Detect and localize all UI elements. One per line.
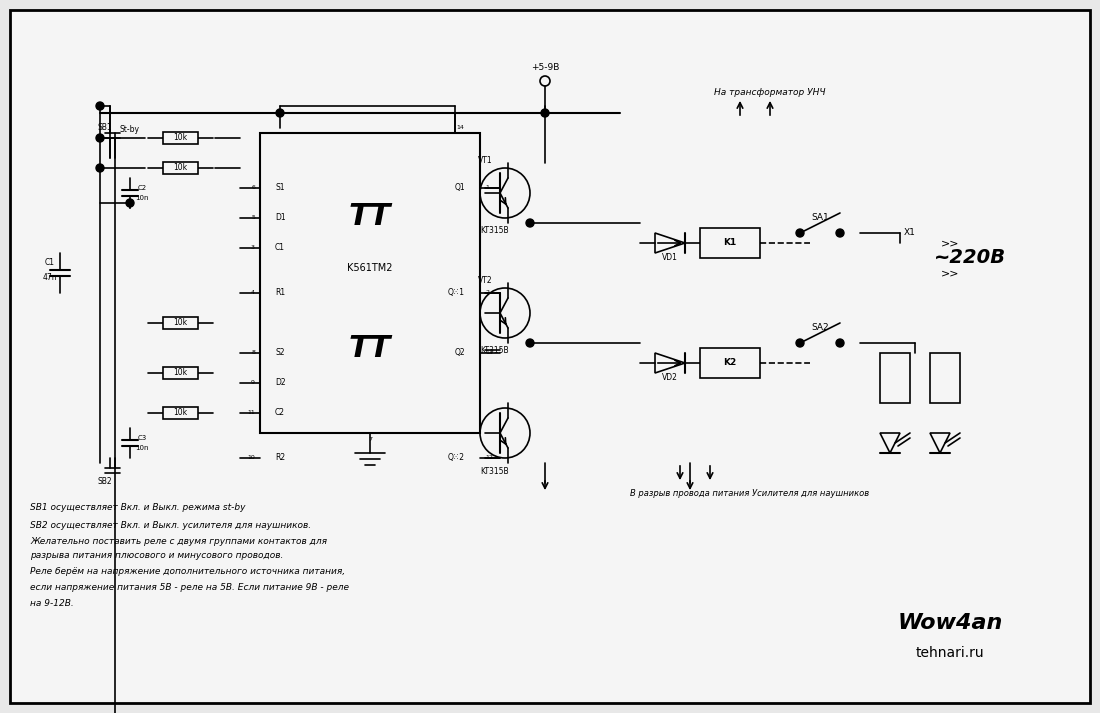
Circle shape — [96, 164, 104, 172]
Bar — [163, 367, 198, 379]
Text: VD2: VD2 — [662, 374, 678, 382]
Text: 10k: 10k — [173, 409, 187, 418]
Text: 5: 5 — [251, 215, 255, 220]
Text: 2: 2 — [485, 290, 490, 295]
Bar — [930, 353, 960, 403]
Circle shape — [96, 134, 104, 142]
Text: разрыва питания плюсового и минусового проводов.: разрыва питания плюсового и минусового п… — [30, 550, 284, 560]
Text: >>: >> — [940, 268, 959, 278]
Text: S1: S1 — [275, 183, 285, 193]
Text: KT315B: KT315B — [481, 466, 509, 476]
Text: Q2: Q2 — [454, 349, 465, 357]
Text: VT1: VT1 — [477, 156, 493, 165]
Text: SA1: SA1 — [811, 213, 829, 222]
Text: 12: 12 — [485, 456, 493, 461]
Text: Q⁙2: Q⁙2 — [448, 453, 465, 463]
Circle shape — [541, 109, 549, 117]
Text: Q⁙1: Q⁙1 — [448, 289, 465, 297]
Text: SB1: SB1 — [98, 123, 112, 133]
Text: 10k: 10k — [173, 133, 187, 143]
Text: 13: 13 — [485, 351, 493, 356]
Text: D1: D1 — [275, 213, 286, 222]
Circle shape — [526, 219, 534, 227]
Text: 4: 4 — [251, 290, 255, 295]
Text: 9: 9 — [251, 381, 255, 386]
Text: C1: C1 — [45, 259, 55, 267]
Circle shape — [526, 339, 534, 347]
Text: 10k: 10k — [173, 163, 187, 173]
Text: VT2: VT2 — [477, 277, 493, 285]
Text: D2: D2 — [275, 379, 286, 387]
Text: SB2 осуществляет Вкл. и Выкл. усилителя для наушников.: SB2 осуществляет Вкл. и Выкл. усилителя … — [30, 520, 311, 530]
Text: TT: TT — [349, 202, 392, 232]
Circle shape — [96, 102, 104, 110]
Text: K1: K1 — [724, 239, 737, 247]
Text: R1: R1 — [275, 289, 285, 297]
Text: 10k: 10k — [173, 319, 187, 327]
Circle shape — [276, 109, 284, 117]
Text: 47n: 47n — [43, 274, 57, 282]
Text: Q1: Q1 — [454, 183, 465, 193]
Circle shape — [796, 339, 804, 347]
Circle shape — [836, 229, 844, 237]
Text: Желательно поставить реле с двумя группами контактов для: Желательно поставить реле с двумя группа… — [30, 536, 327, 545]
Text: KT315B: KT315B — [481, 227, 509, 235]
Text: >>: >> — [940, 238, 959, 248]
Text: K561TM2: K561TM2 — [348, 263, 393, 273]
Text: St-by: St-by — [120, 125, 140, 135]
Text: если напряжение питания 5В - реле на 5В. Если питание 9В - реле: если напряжение питания 5В - реле на 5В.… — [30, 583, 349, 592]
Bar — [700, 348, 760, 378]
Bar — [700, 228, 760, 258]
Text: 10n: 10n — [135, 195, 149, 201]
Text: 10n: 10n — [135, 445, 149, 451]
Text: 1: 1 — [485, 185, 488, 190]
Bar — [163, 132, 198, 144]
Text: 7: 7 — [368, 438, 372, 443]
Bar — [260, 133, 480, 433]
Text: X1: X1 — [904, 228, 916, 237]
Text: K2: K2 — [724, 359, 737, 367]
Text: ~220B: ~220B — [934, 249, 1006, 267]
Bar — [163, 407, 198, 419]
Text: +5-9B: +5-9B — [531, 63, 559, 73]
Text: на 9-12В.: на 9-12В. — [30, 598, 74, 607]
Text: C2: C2 — [138, 185, 146, 191]
Text: На трансформатор УНЧ: На трансформатор УНЧ — [714, 88, 826, 98]
Text: 10k: 10k — [173, 369, 187, 377]
Text: SB2: SB2 — [98, 476, 112, 486]
Text: 11: 11 — [248, 411, 255, 416]
Text: 14: 14 — [456, 125, 464, 130]
Text: 8: 8 — [251, 351, 255, 356]
Circle shape — [126, 199, 134, 207]
Text: Wow4an: Wow4an — [898, 613, 1003, 633]
Text: VD1: VD1 — [662, 254, 678, 262]
Text: SA2: SA2 — [811, 324, 828, 332]
Text: C3: C3 — [138, 435, 146, 441]
Bar — [163, 162, 198, 174]
Circle shape — [836, 339, 844, 347]
Text: R2: R2 — [275, 453, 285, 463]
Text: KT315B: KT315B — [481, 347, 509, 356]
Text: TT: TT — [349, 334, 392, 364]
Text: SB1 осуществляет Вкл. и Выкл. режима st-by: SB1 осуществляет Вкл. и Выкл. режима st-… — [30, 503, 245, 513]
Text: 6: 6 — [251, 185, 255, 190]
Text: tehnari.ru: tehnari.ru — [915, 646, 984, 660]
Bar — [880, 353, 910, 403]
Text: В разрыв провода питания Усилителя для наушников: В разрыв провода питания Усилителя для н… — [630, 488, 870, 498]
Text: S2: S2 — [275, 349, 285, 357]
Text: 10: 10 — [248, 456, 255, 461]
Bar — [163, 317, 198, 329]
Text: 3: 3 — [251, 245, 255, 250]
Text: Реле берём на напряжение дополнительного источника питания,: Реле берём на напряжение дополнительного… — [30, 567, 345, 575]
Circle shape — [796, 229, 804, 237]
Text: C1: C1 — [275, 244, 285, 252]
Text: C2: C2 — [275, 409, 285, 418]
